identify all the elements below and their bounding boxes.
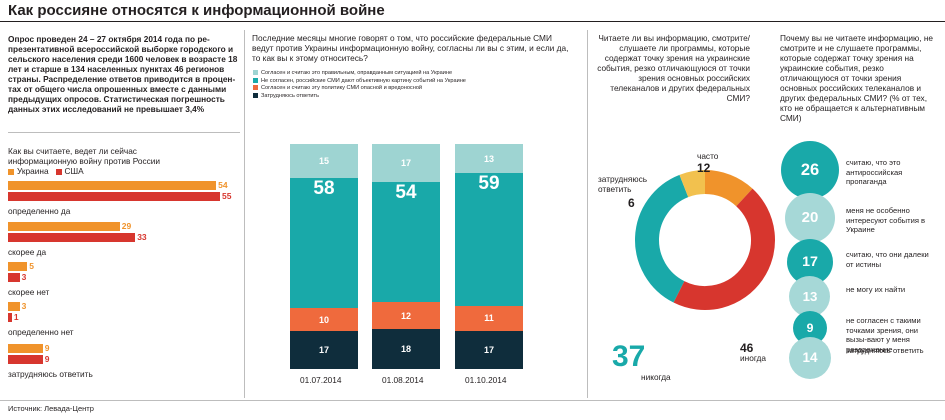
- bar: [8, 355, 43, 364]
- legend-label: Затрудняюсь ответить: [261, 92, 319, 99]
- slice-value: 6: [628, 196, 635, 210]
- bar-segment: 13: [455, 144, 523, 174]
- bar-value: 1: [13, 312, 19, 322]
- bar-segment: 17: [372, 144, 440, 182]
- legend-label: Согласен и считаю эту политику СМИ опасн…: [261, 85, 423, 91]
- bar-segment: 11: [455, 306, 523, 331]
- category-label: определенно да: [8, 206, 71, 216]
- circle: 14: [788, 336, 832, 380]
- slice-value: 12: [697, 161, 711, 175]
- divider-h: [8, 132, 240, 133]
- bar-value: 9: [44, 343, 50, 353]
- legend-ukraine: Украина: [17, 166, 49, 176]
- bar-segment: 54: [372, 181, 440, 303]
- bar-value: 3: [21, 272, 27, 282]
- category-label: скорее нет: [8, 287, 50, 297]
- legend-swatch: [253, 70, 258, 76]
- legend-entry: Не согласен, российские СМИ дают объекти…: [253, 78, 466, 85]
- circle-label: меня не особенно интересуют события в Ук…: [846, 206, 926, 234]
- bar: [8, 273, 20, 282]
- donut-slice: [635, 174, 689, 303]
- bar-segment: 17: [455, 330, 523, 369]
- bar-value: 9: [44, 354, 50, 364]
- legend-ukraine-swatch: [8, 168, 14, 175]
- category-label: скорее да: [8, 247, 47, 257]
- intro-text: Опрос проведен 24 – 27 октября 2014 года…: [8, 34, 238, 114]
- divider-2: [587, 30, 588, 398]
- legend-usa: США: [64, 166, 84, 176]
- divider-1: [244, 30, 245, 398]
- bar-value: 5: [29, 261, 34, 271]
- footer-divider: [0, 400, 945, 401]
- title-divider: [0, 21, 945, 22]
- bar-segment: 17: [290, 330, 358, 369]
- category-label: затрудняюсь ответить: [8, 369, 93, 379]
- date-label: 01.07.2014: [300, 375, 342, 385]
- bar-segment: 10: [290, 308, 358, 331]
- circle: 17: [786, 238, 834, 286]
- donut-slice: [673, 188, 775, 310]
- circle-label: затрудняюсь ответить: [846, 346, 924, 355]
- legend-entry: Согласен и считаю эту политику СМИ опасн…: [253, 85, 422, 92]
- slice-label: затрудняюсь ответить: [598, 174, 648, 194]
- slice-label: часто: [697, 151, 719, 161]
- donut-slice: [704, 170, 753, 207]
- page-title: Как россияне относятся к информационной …: [8, 2, 385, 19]
- bar-segment: 15: [290, 144, 358, 178]
- bar: [8, 222, 120, 231]
- bar-segment: 18: [372, 328, 440, 369]
- source-note: Источник: Левада-Центр: [8, 404, 94, 413]
- bar-value: 29: [121, 221, 132, 231]
- slice-label: иногда: [740, 353, 766, 363]
- date-label: 01.10.2014: [465, 375, 507, 385]
- chart1-legend: Украина США: [8, 166, 84, 176]
- chart1-question: Как вы считаете, ведет ли сейчас информа…: [8, 146, 161, 166]
- chart2-question: Последние месяцы многие говорят о том, ч…: [252, 33, 569, 63]
- circle: 20: [784, 192, 836, 244]
- circle-label: не согласен с такими точками зрения, они…: [846, 316, 921, 354]
- legend-entry: Затрудняюсь ответить: [253, 93, 319, 100]
- bar-segment: 12: [372, 302, 440, 329]
- date-label: 01.08.2014: [382, 375, 424, 385]
- legend-entry: Согласен и считаю это правильным, оправд…: [253, 70, 452, 77]
- bar-value: 3: [21, 301, 27, 311]
- legend-usa-swatch: [55, 168, 62, 175]
- circle-label: считаю, что они далеки от истины: [846, 250, 929, 269]
- bar: [8, 233, 136, 242]
- category-label: определенно нет: [8, 327, 74, 337]
- circle: 26: [781, 141, 839, 199]
- legend-label: Согласен и считаю это правильным, оправд…: [261, 70, 453, 76]
- bar-value: 33: [137, 232, 147, 242]
- slice-label: никогда: [641, 372, 671, 382]
- circle-label: считаю, что это антироссийская пропаганд…: [846, 158, 903, 186]
- slice-value: 37: [612, 340, 646, 373]
- bar: [8, 302, 20, 311]
- bar-segment: 59: [455, 173, 523, 306]
- legend-swatch: [253, 77, 258, 83]
- donut-slice: [679, 170, 706, 198]
- slice-value: 46: [740, 341, 754, 355]
- chart4-question: Почему вы не читаете информацию, не смот…: [780, 33, 934, 123]
- bar: [8, 181, 217, 190]
- bar-value: 55: [222, 191, 232, 201]
- bar: [8, 262, 28, 271]
- legend-label: Не согласен, российские СМИ дают объекти…: [261, 77, 466, 84]
- bar: [8, 344, 43, 353]
- chart3-donut: [635, 170, 775, 310]
- circle: 13: [789, 276, 831, 318]
- legend-swatch: [253, 85, 258, 91]
- bar: [8, 192, 220, 201]
- chart3-question: Читаете ли вы информацию, смотрите/слуша…: [597, 33, 750, 103]
- legend-swatch: [253, 92, 258, 98]
- bar-value: 54: [218, 180, 228, 190]
- bar: [8, 313, 12, 322]
- bar-segment: 58: [290, 177, 358, 309]
- circle-label: не могу их найти: [846, 285, 906, 294]
